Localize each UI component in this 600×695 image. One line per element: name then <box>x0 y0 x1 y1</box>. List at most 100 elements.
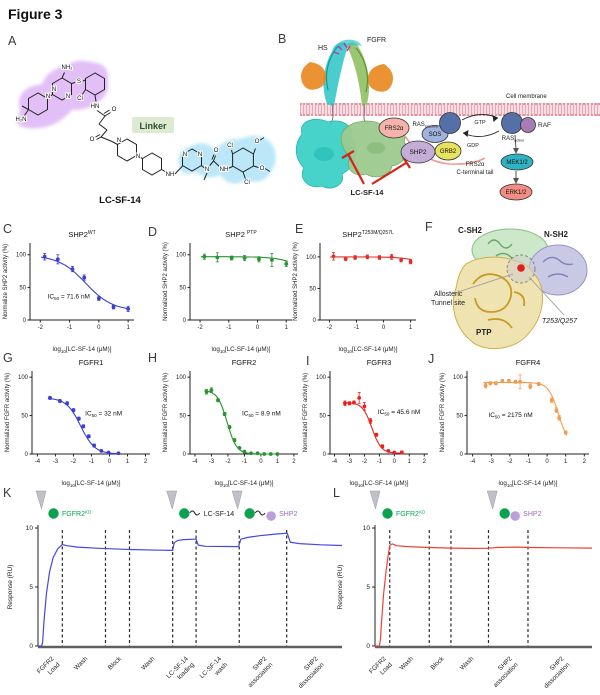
data-points <box>343 392 404 455</box>
chart-fgfr4: -4 -3 -2 -1 0 1 2 0 50 100 FGFR4 Normalized FGFR ac… <box>440 358 589 488</box>
atom-label: Cl <box>227 143 233 149</box>
y-axis-label: Response (RU) <box>7 565 14 610</box>
x-tick-label: -3 <box>53 459 59 465</box>
data-points <box>204 387 280 456</box>
atom-label: Cl <box>244 180 250 186</box>
x-tick-label: -2 <box>362 459 368 465</box>
sensorgram-curve <box>38 532 343 647</box>
figure-label: Figure 3 <box>8 6 63 22</box>
axes <box>327 371 428 457</box>
node-label: MEK1/2 <box>506 160 528 166</box>
fit-curve <box>483 381 568 436</box>
node-mek1/2 <box>500 153 534 171</box>
shp2-protein-icon <box>266 511 276 521</box>
phase-label: Wash <box>140 655 157 672</box>
x-tick-label: 0 <box>393 459 397 465</box>
x-tick-label: -1 <box>354 325 360 331</box>
atom-label: O <box>214 147 219 154</box>
y-tick-label: 0 <box>183 452 187 458</box>
y-tick-label: 5 <box>366 584 370 591</box>
fgfr2-protein-icon <box>382 508 393 519</box>
x-tick-label: -2 <box>38 325 44 331</box>
y-tick-label: 50 <box>319 414 326 420</box>
arrowhead <box>513 178 519 184</box>
x-tick-label: 2 <box>423 459 427 465</box>
y-axis-label: Normalize SHP2 activity (%) <box>3 244 9 319</box>
chart-fgfr3: -4 -3 -2 -1 0 1 2 0 50 100 FGFR3 Normalized FGFR ac… <box>303 358 428 488</box>
pipette-icon <box>486 490 498 510</box>
node-label: FRS2α <box>385 126 404 132</box>
atom-label: N <box>136 153 140 160</box>
shp2-structure-cartoon: C-SH2 N-SH2 PTP Allosteric Tunnel site T253/Q… <box>431 226 588 350</box>
sensorgram-curve <box>375 543 593 647</box>
pathway-label: LC-SF-14 <box>351 188 385 197</box>
pathway-label: GTP <box>474 120 486 126</box>
x-tick-label: -2 <box>507 459 513 465</box>
chart-shp2-mutant: -2 -1 0 1 0 50 100 SHP2T253M/Q257L Normalized SH… <box>293 230 416 354</box>
y-tick-label: 100 <box>176 253 187 259</box>
structure-labels: C-SH2 N-SH2 PTP Allosteric Tunnel site T253/Q… <box>431 226 578 337</box>
structure-label: C-SH2 <box>458 226 483 235</box>
y-tick-label: 0 <box>460 452 464 458</box>
data-points <box>331 252 413 265</box>
x-tick-label: -1 <box>89 459 95 465</box>
x-tick-label: -4 <box>332 459 338 465</box>
chart-title: FGFR3 <box>367 358 392 367</box>
fgfr2-protein-icon <box>48 508 59 519</box>
y-tick-label: 100 <box>18 375 29 381</box>
panel-a-structure: NH₂ S N N N Cl H₂N HN O O N N NH N N N O NH Cl Cl O O Linker … <box>0 40 280 224</box>
x-tick-label: -1 <box>67 325 73 331</box>
x-axis-label: log10[LC-SF-14 (μM)] <box>498 480 557 488</box>
data-points <box>48 395 121 456</box>
x-tick-label: -3 <box>489 459 495 465</box>
pathway-labels: HS FGFR Cell membrane RASinactive GTP GDP RASa… <box>318 37 551 197</box>
y-axis-label: Normalized FGFR activity (%) <box>163 373 169 452</box>
shp2-moiety-highlight <box>16 60 109 129</box>
node-frs2α <box>378 117 410 139</box>
atom-label: N <box>183 151 187 158</box>
blob-shading <box>314 147 334 161</box>
x-tick-label: 0 <box>97 325 101 331</box>
axes <box>29 371 150 457</box>
x-axis-label: log10[LC-SF-14 (μM)] <box>349 480 408 488</box>
bonds <box>21 72 271 181</box>
phase-label: Wash <box>459 655 476 672</box>
panel-b-pathway: FRS2α SOS GRB2 SHP2 MEK1/2 ERK1/2 HS FGFR Cell … <box>272 34 600 226</box>
legend-label: FGFR2KD <box>396 510 426 519</box>
x-tick-label: 2 <box>292 459 296 465</box>
inhibition-lines <box>341 150 411 185</box>
x-tick-label: 0 <box>382 325 386 331</box>
atom-label: O <box>260 165 265 172</box>
y-tick-label: 50 <box>179 414 186 420</box>
x-tick-label: -2 <box>197 325 203 331</box>
atom-label: NH <box>166 172 175 178</box>
y-axis-label: Normalized FGFR activity (%) <box>303 373 309 452</box>
y-tick-label: 0 <box>313 318 317 324</box>
y-axis-label: Normalized SHP2 activity (%) <box>163 242 169 321</box>
fit-curve <box>204 390 279 455</box>
x-tick-label: 0 <box>259 459 263 465</box>
axes <box>187 371 298 457</box>
y-tick-label: 0 <box>23 318 27 324</box>
compound-name: LC-SF-14 <box>99 195 141 206</box>
atom-label: Cl <box>77 96 83 102</box>
pipette-icon <box>231 490 243 510</box>
phase-label: Wash <box>399 655 416 672</box>
chart-title: FGFR1 <box>79 358 104 367</box>
atom-label: S <box>77 78 81 85</box>
chart-title: SHP2WT <box>68 230 95 239</box>
chart-title: FGFR2 <box>232 358 257 367</box>
y-tick-label: 50 <box>21 414 28 420</box>
y-tick-label: 50 <box>19 285 26 291</box>
atom-label: N <box>205 166 209 173</box>
axes <box>187 243 292 323</box>
legend-label: FGFR2KD <box>62 510 92 519</box>
pyrimidine-ring <box>182 148 202 172</box>
chart-title: FGFR4 <box>516 358 541 367</box>
x-tick-label: 0 <box>545 459 549 465</box>
atom-label: NH₂ <box>62 65 74 71</box>
node-label: GRB2 <box>440 149 457 155</box>
y-axis-label: Normalized FGFR activity (%) <box>5 373 11 452</box>
